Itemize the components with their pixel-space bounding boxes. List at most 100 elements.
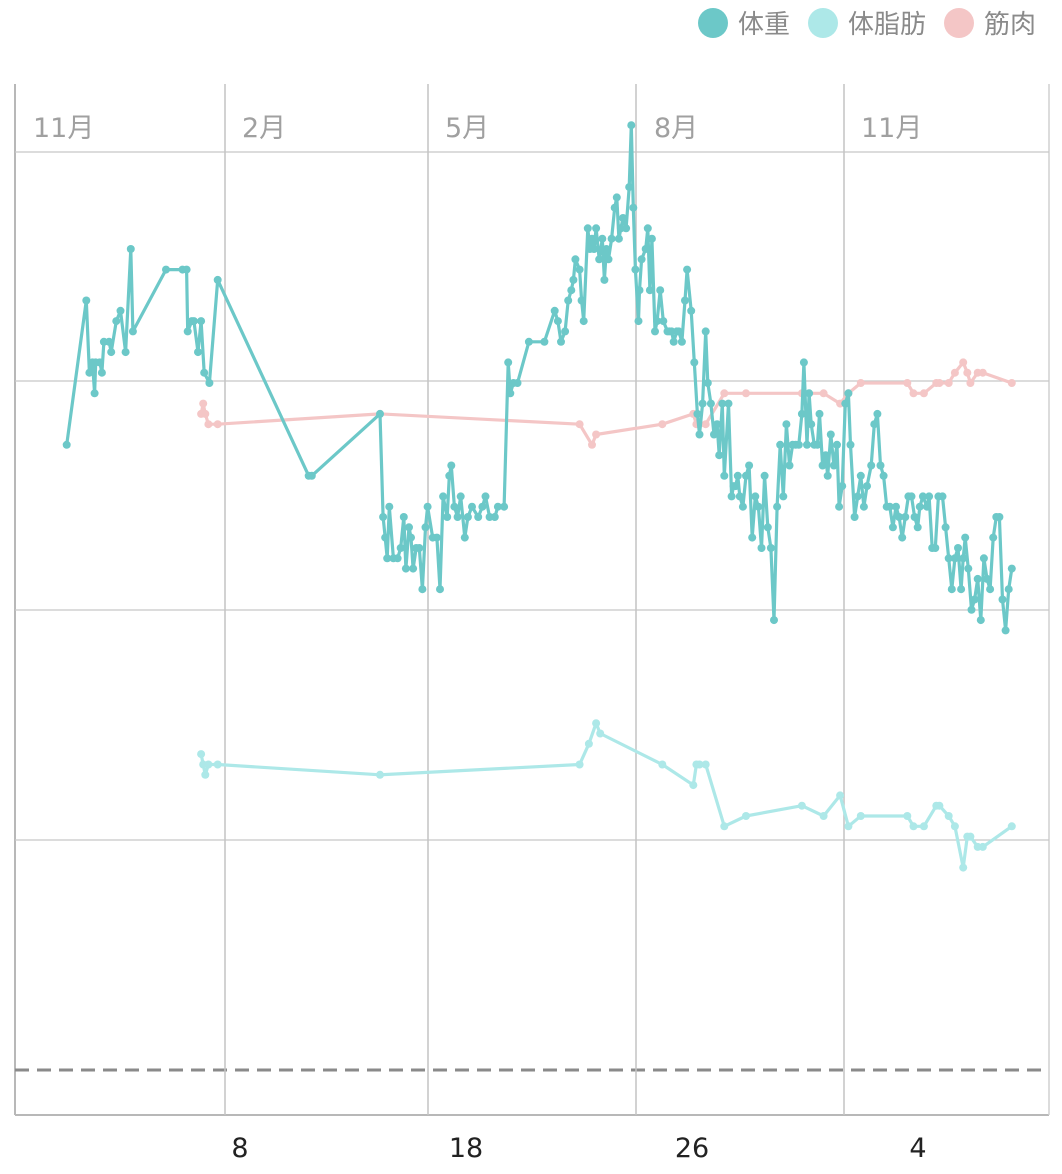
x-tick-label: 8 bbox=[231, 1133, 248, 1164]
series-body-fat-point bbox=[819, 812, 828, 820]
series-body-fat-point bbox=[919, 822, 928, 831]
series-body-fat-point bbox=[950, 822, 959, 831]
series-body-fat-point bbox=[836, 791, 845, 800]
legend-item-muscle[interactable]: 筋肉 bbox=[943, 4, 1036, 41]
series-weight-point bbox=[504, 358, 513, 367]
series-weight-point bbox=[964, 564, 973, 573]
series-weight-point bbox=[773, 502, 782, 511]
series-weight bbox=[62, 121, 1016, 635]
series-weight-point bbox=[867, 461, 876, 470]
series-weight-point bbox=[116, 306, 125, 315]
legend: 体重 体脂肪 筋肉 bbox=[697, 4, 1036, 41]
series-weight-point bbox=[703, 379, 712, 387]
series-weight-point bbox=[583, 224, 592, 233]
series-body-fat-point bbox=[695, 760, 704, 769]
series-weight-point bbox=[785, 461, 794, 470]
series-weight-point bbox=[415, 544, 424, 552]
series-weight-point bbox=[631, 265, 640, 274]
series-muscle-point bbox=[919, 389, 928, 398]
series-body-fat-point bbox=[204, 760, 213, 769]
series-weight-point bbox=[841, 399, 850, 408]
series-weight-point bbox=[643, 224, 652, 233]
series-weight-point bbox=[112, 317, 121, 326]
series-weight-point bbox=[651, 327, 659, 336]
series-muscle-point bbox=[819, 389, 828, 398]
series-weight-point bbox=[460, 533, 469, 542]
series-weight-point bbox=[698, 399, 707, 408]
month-label: 5月 bbox=[445, 113, 489, 144]
series-muscle-point bbox=[199, 399, 208, 408]
series-weight-point bbox=[622, 224, 631, 233]
series-weight-point bbox=[727, 492, 736, 501]
series-weight-point bbox=[579, 317, 588, 326]
series-muscle-point bbox=[856, 379, 865, 387]
series-muscle-point bbox=[903, 379, 912, 387]
series-weight-point bbox=[540, 337, 549, 346]
series-weight-point bbox=[770, 616, 778, 625]
series-weight-point bbox=[474, 513, 483, 521]
series-weight-point bbox=[162, 265, 170, 274]
series-weight-point bbox=[641, 245, 650, 253]
series-weight-point bbox=[738, 502, 747, 511]
series-weight-point bbox=[731, 482, 740, 491]
series-weight-point bbox=[629, 203, 638, 212]
series-weight-point bbox=[463, 513, 472, 521]
series-weight-point bbox=[443, 513, 452, 521]
series-weight-point bbox=[706, 399, 715, 408]
series-weight-point bbox=[856, 471, 865, 480]
legend-item-weight[interactable]: 体重 bbox=[697, 4, 790, 41]
series-muscle-point bbox=[978, 368, 987, 377]
series-body-fat-line bbox=[199, 721, 1014, 870]
series-weight-point bbox=[600, 275, 609, 284]
series-weight-point bbox=[418, 585, 427, 594]
series-muscle-point bbox=[204, 420, 213, 429]
series-weight-point bbox=[645, 286, 654, 295]
series-weight-point bbox=[213, 275, 222, 284]
series-muscle-point bbox=[1007, 379, 1016, 387]
series-weight-point bbox=[577, 296, 586, 305]
series-weight-point bbox=[385, 502, 394, 511]
series-weight-point bbox=[197, 317, 206, 326]
series-weight-point bbox=[445, 471, 454, 480]
series-weight-point bbox=[82, 296, 91, 305]
series-weight-point bbox=[859, 502, 868, 511]
legend-item-body-fat[interactable]: 体脂肪 bbox=[807, 4, 926, 41]
series-weight-point bbox=[194, 348, 202, 357]
series-muscle-point bbox=[963, 368, 972, 377]
series-weight-point bbox=[490, 513, 499, 521]
series-weight-point bbox=[567, 286, 576, 295]
series-weight-point bbox=[870, 420, 879, 429]
series-weight-point bbox=[647, 234, 656, 243]
x-tick-label: 26 bbox=[675, 1133, 709, 1164]
series-weight-point bbox=[813, 440, 822, 449]
series-weight-point bbox=[986, 585, 995, 594]
series-weight-point bbox=[754, 502, 763, 511]
series-weight-point bbox=[835, 502, 844, 511]
series-weight-point bbox=[815, 409, 824, 418]
chart-labels: 11月 2月 5月 8月 11月 8 18 26 4 bbox=[33, 113, 927, 1164]
series-weight-point bbox=[121, 348, 130, 357]
series-body-fat-point bbox=[978, 842, 987, 851]
series-weight-point bbox=[720, 471, 729, 480]
series-weight-point bbox=[751, 492, 760, 501]
series-weight-point bbox=[925, 492, 934, 501]
series-weight-point bbox=[941, 523, 950, 532]
month-label: 8月 bbox=[654, 113, 698, 144]
series-weight-point bbox=[376, 409, 384, 418]
series-weight-point bbox=[735, 492, 744, 501]
series-weight-point bbox=[619, 214, 627, 222]
chart-grid bbox=[14, 84, 1050, 1116]
series-weight-point bbox=[401, 564, 410, 573]
series-weight-point bbox=[634, 317, 643, 326]
series-weight-point bbox=[805, 389, 814, 398]
series-weight-point bbox=[506, 389, 515, 398]
month-label: 11月 bbox=[33, 113, 94, 144]
series-weight-point bbox=[453, 513, 462, 521]
x-tick-label: 4 bbox=[909, 1133, 926, 1164]
series-muscle-point bbox=[944, 379, 953, 387]
series-body-fat-point bbox=[1007, 822, 1016, 831]
series-weight-point bbox=[918, 492, 927, 501]
series-weight-point bbox=[973, 574, 982, 583]
series-weight-point bbox=[959, 554, 968, 563]
